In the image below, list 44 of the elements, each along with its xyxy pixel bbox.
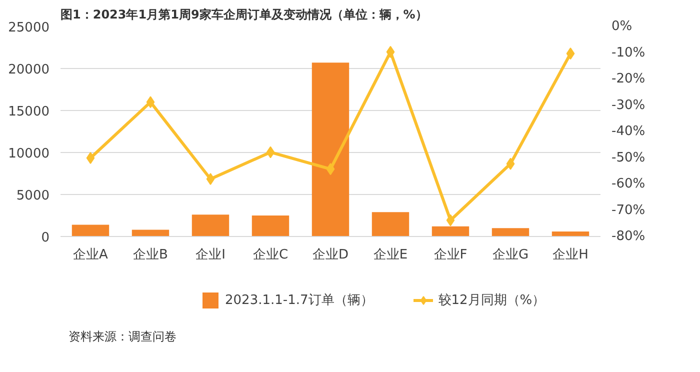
y2-tick-label: -30% xyxy=(612,98,646,113)
text: 资料来源：调查问卷 xyxy=(68,330,176,344)
point xyxy=(206,173,215,186)
y2-tick-label: 0% xyxy=(612,19,632,34)
bar xyxy=(252,216,290,236)
y2-tick-label: -60% xyxy=(612,176,646,192)
y-tick-label: 20000 xyxy=(8,62,50,78)
bar xyxy=(72,224,110,236)
y-tick-label: 0 xyxy=(41,230,50,246)
y-tick-label: 10000 xyxy=(8,146,50,162)
bar xyxy=(312,62,350,236)
point xyxy=(86,152,95,164)
x-tick-label: 企业D xyxy=(312,248,349,262)
x-tick-label: 企业F xyxy=(434,248,468,262)
x-tick-label: 企业C xyxy=(252,248,288,262)
x-tick-label: 企业A xyxy=(73,248,108,262)
y2-tick-label: -10% xyxy=(612,45,646,60)
x-tick-label: 企业E xyxy=(373,248,408,262)
y2-tick-label: -40% xyxy=(612,124,646,139)
chart-title: 图1：2023年1月第1周9家车企周订单及变动情况（单位：辆，%） xyxy=(60,8,428,22)
y2-tick-label: -20% xyxy=(612,72,646,86)
legend-label: 较12月同期（%） xyxy=(438,292,546,309)
x-tick-label: 企业G xyxy=(492,248,529,262)
y2-tick-label: -50% xyxy=(612,150,646,166)
point xyxy=(566,48,575,60)
point xyxy=(266,146,275,158)
point xyxy=(386,46,395,58)
y-tick-label: 25000 xyxy=(8,20,50,36)
x-tick-label: 企业I xyxy=(196,248,226,262)
bar xyxy=(432,226,470,236)
point xyxy=(506,158,515,170)
bar xyxy=(492,228,530,236)
x-tick-label: 企业H xyxy=(552,248,588,262)
y2-tick-label: -70% xyxy=(612,202,646,218)
bar xyxy=(192,214,230,236)
y-tick-label: 15000 xyxy=(8,104,50,120)
legend-label: 2023.1.1-1.7订单（辆） xyxy=(225,292,374,309)
point xyxy=(326,163,335,176)
x-tick-label: 企业B xyxy=(133,248,168,262)
y2-tick-label: -80% xyxy=(612,229,646,244)
point xyxy=(146,96,155,108)
y-tick-label: 5000 xyxy=(16,188,50,204)
bar xyxy=(372,212,410,236)
point xyxy=(446,214,455,226)
